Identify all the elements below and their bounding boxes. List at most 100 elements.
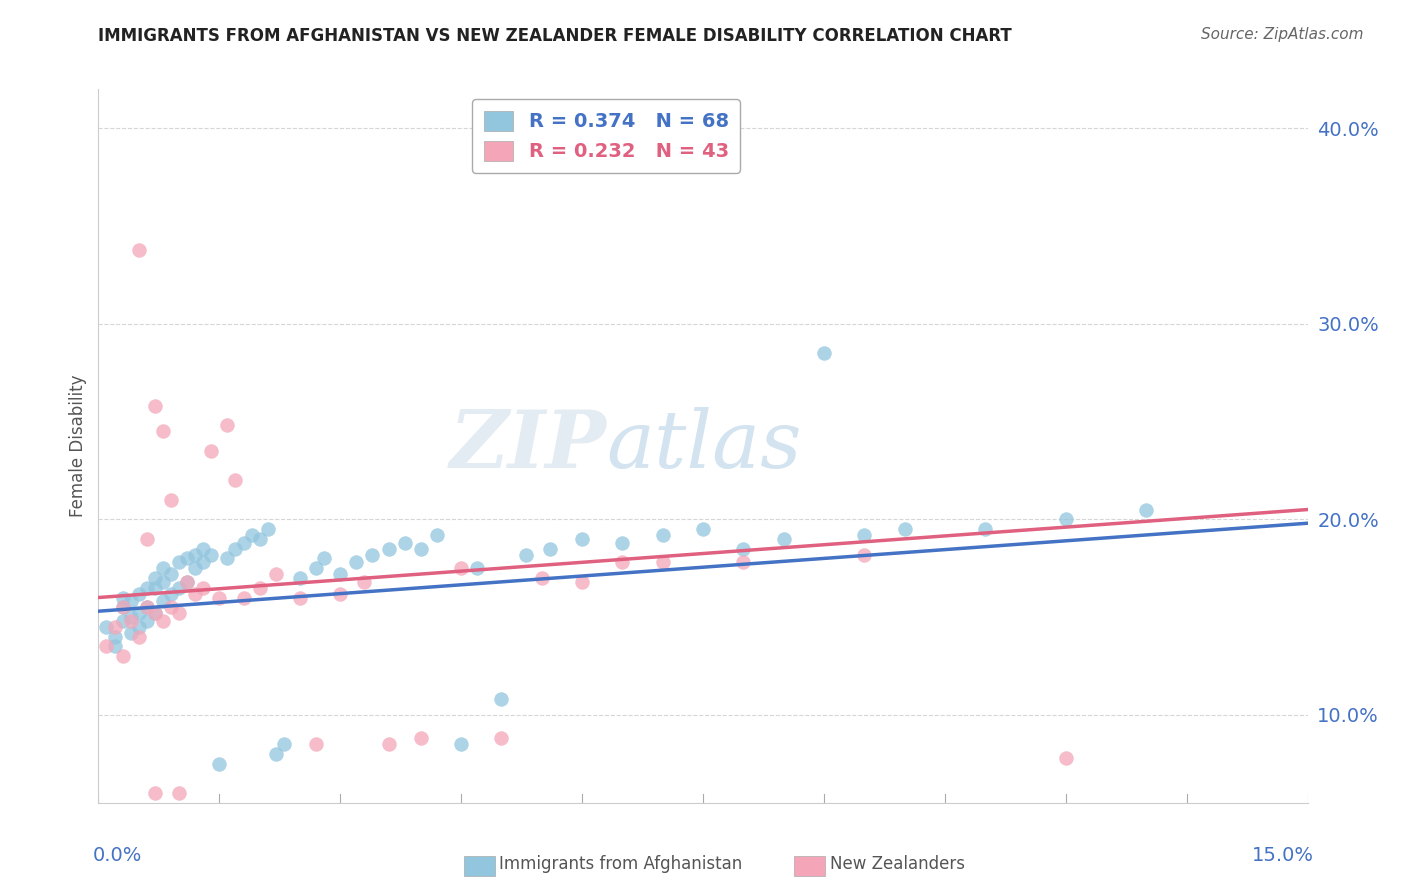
Point [152, 614, 174, 628]
Point [111, 591, 134, 605]
Point [160, 492, 183, 507]
Point [128, 586, 150, 600]
Text: IMMIGRANTS FROM AFGHANISTAN VS NEW ZEALANDER FEMALE DISABILITY CORRELATION CHART: IMMIGRANTS FROM AFGHANISTAN VS NEW ZEALA… [98, 27, 1012, 45]
Point [288, 571, 311, 585]
Point [651, 555, 673, 569]
Point [128, 606, 150, 620]
Point [128, 630, 150, 644]
Point [249, 532, 271, 546]
Point [305, 737, 328, 751]
Point [409, 731, 432, 746]
Point [152, 574, 174, 589]
Point [217, 551, 239, 566]
Point [974, 522, 997, 536]
Y-axis label: Female Disability: Female Disability [69, 375, 87, 517]
Point [224, 541, 246, 556]
Point [813, 346, 835, 360]
Point [361, 548, 384, 562]
Point [184, 586, 207, 600]
Point [120, 614, 142, 628]
Point [853, 528, 876, 542]
Point [208, 591, 231, 605]
Point [120, 610, 142, 624]
Text: 0.0%: 0.0% [93, 846, 142, 864]
Point [249, 581, 271, 595]
Point [167, 555, 190, 569]
Point [152, 561, 174, 575]
Legend: R = 0.374   N = 68, R = 0.232   N = 43: R = 0.374 N = 68, R = 0.232 N = 43 [472, 99, 741, 173]
Text: ZIP: ZIP [450, 408, 606, 484]
Point [612, 535, 634, 549]
Point [305, 561, 328, 575]
Point [314, 551, 336, 566]
Point [217, 418, 239, 433]
Point [232, 591, 254, 605]
Point [208, 756, 231, 771]
Point [288, 591, 311, 605]
Text: atlas: atlas [606, 408, 801, 484]
Point [111, 600, 134, 615]
Point [103, 620, 125, 634]
Point [128, 243, 150, 257]
Point [143, 581, 166, 595]
Point [143, 399, 166, 413]
Point [176, 551, 198, 566]
Point [135, 600, 157, 615]
Point [111, 649, 134, 664]
Point [853, 548, 876, 562]
Point [193, 581, 215, 595]
Point [1054, 512, 1077, 526]
Point [733, 541, 755, 556]
Point [193, 541, 215, 556]
Point [329, 567, 352, 582]
Point [538, 541, 561, 556]
Point [96, 620, 118, 634]
Point [224, 473, 246, 487]
Point [96, 640, 118, 654]
Point [1054, 751, 1077, 765]
Point [111, 614, 134, 628]
Point [491, 731, 513, 746]
Point [426, 528, 449, 542]
Point [450, 737, 472, 751]
Point [530, 571, 553, 585]
Point [128, 620, 150, 634]
Point [135, 600, 157, 615]
Point [612, 555, 634, 569]
Text: 15.0%: 15.0% [1251, 846, 1313, 864]
Point [143, 571, 166, 585]
Point [176, 574, 198, 589]
Point [184, 561, 207, 575]
Point [160, 600, 183, 615]
Point [465, 561, 488, 575]
Point [394, 535, 416, 549]
Point [651, 528, 673, 542]
Point [152, 594, 174, 608]
Point [167, 581, 190, 595]
Point [353, 574, 375, 589]
Text: New Zealanders: New Zealanders [830, 855, 965, 873]
Point [135, 614, 157, 628]
Point [377, 737, 399, 751]
Point [135, 581, 157, 595]
Point [167, 606, 190, 620]
Point [344, 555, 367, 569]
Point [733, 555, 755, 569]
Point [377, 541, 399, 556]
Text: Source: ZipAtlas.com: Source: ZipAtlas.com [1201, 27, 1364, 42]
Point [692, 522, 714, 536]
Point [193, 555, 215, 569]
Point [167, 786, 190, 800]
Text: Immigrants from Afghanistan: Immigrants from Afghanistan [499, 855, 742, 873]
Point [772, 532, 794, 546]
Point [1135, 502, 1157, 516]
Point [120, 594, 142, 608]
Point [200, 443, 222, 458]
Point [103, 630, 125, 644]
Point [200, 548, 222, 562]
Point [264, 747, 287, 761]
Point [160, 567, 183, 582]
Point [232, 535, 254, 549]
Point [256, 522, 278, 536]
Point [143, 786, 166, 800]
